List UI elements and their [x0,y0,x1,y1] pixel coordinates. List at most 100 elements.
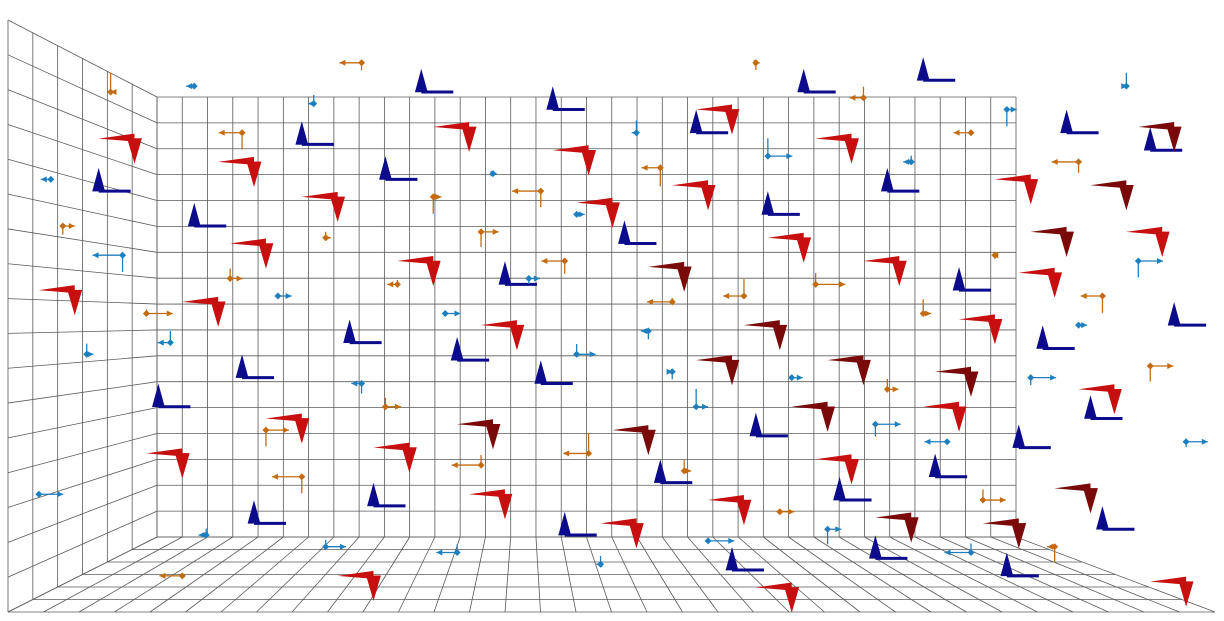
arrowhead [589,351,596,358]
diamond-marker [740,292,748,300]
diamond-marker [883,385,891,393]
arrowhead [666,368,673,375]
cone-marker [928,453,942,478]
diamond-marker [824,525,832,533]
flag-marker [923,401,960,410]
diamond-marker [1134,257,1142,265]
flag-marker [707,495,744,504]
diamond-marker [919,310,927,317]
cone-marker [343,319,356,343]
diamond-marker [573,210,581,218]
arrowhead [596,561,603,568]
cone-marker [558,511,572,536]
flag-marker [755,582,792,591]
diamond-marker [262,426,270,434]
flag-marker [648,261,685,270]
arrowhead [512,188,519,195]
arrowhead [788,508,795,515]
cone-marker [152,383,165,408]
cone-marker [414,68,428,93]
arrowhead [953,129,960,136]
cone-marker [1060,109,1073,134]
arrowhead [87,351,94,358]
cone-marker [833,476,846,501]
left-wall-gridline-horizontal [7,381,158,404]
cone-marker [1096,506,1109,530]
flag-marker [1078,384,1115,393]
arrowhead [92,252,99,259]
arrowhead [159,572,166,579]
diamond-marker [477,228,485,236]
diamond-marker [190,82,198,90]
diamond-marker [537,187,545,195]
diamond-marker [477,461,485,469]
chart-grid [7,19,1216,613]
arrowhead [894,421,901,428]
arrowhead [992,252,999,259]
arrowhead [796,374,803,381]
cone-marker [67,289,83,316]
cone-marker [1118,184,1134,211]
flag-marker [815,133,852,142]
diamond-marker [429,193,437,201]
diamond-marker [47,175,55,183]
left-wall-gridline-horizontal [7,19,158,98]
flag-marker [600,518,637,527]
flag-marker [1126,226,1163,235]
arrowhead [1167,362,1174,369]
left-wall-gridline-horizontal [7,263,158,279]
diamond-marker [322,543,330,551]
left-wall-gridline-horizontal [7,458,158,508]
flag-marker [1030,226,1067,235]
diamond-marker [59,222,67,230]
cone-marker [1084,395,1097,419]
cone-marker [916,57,930,81]
cone-marker [951,406,967,432]
cone-marker [987,319,1003,345]
flag-marker [337,570,374,579]
left-wall-gridline-horizontal [7,228,158,253]
arrowhead [723,293,730,300]
flag-marker [827,355,864,364]
diamond-marker [788,374,796,382]
flag-marker [612,425,649,434]
arrowhead [110,88,117,95]
diamond-marker [573,350,581,358]
flag-marker [229,238,266,247]
flag-marker [875,512,912,521]
left-wall-gridline-horizontal [7,158,158,201]
arrowhead [578,211,585,218]
diamond-marker [358,59,366,67]
diamond-marker [561,257,569,265]
series-blue_light [35,72,1208,568]
arrowhead [1047,543,1054,550]
cone-marker [294,418,310,444]
diamond-marker [1146,362,1154,370]
cone-marker [1107,388,1122,415]
flag-marker [994,174,1031,183]
left-wall-gridline-horizontal [7,484,158,543]
diamond-marker [1027,374,1035,382]
flag-marker [1090,180,1127,189]
arrowhead [198,532,205,539]
arrowhead [925,310,932,317]
arrowhead [68,223,75,230]
arrowhead [835,526,842,533]
arrowhead [271,473,278,480]
cone-marker [425,260,441,287]
arrowhead [451,462,458,469]
flag-marker [767,232,804,241]
diamond-marker [1075,158,1083,166]
arrowhead [435,193,442,200]
flag-marker [182,296,219,305]
arrowhead [454,310,461,317]
cone-marker [485,423,501,450]
cone-marker [379,156,392,180]
arrowhead [1121,83,1128,90]
cone-marker [891,260,907,287]
flag-marker [301,191,338,200]
arrowhead [308,100,315,107]
arrowhead [166,310,173,317]
cone-marker [844,458,859,485]
cone-marker [367,482,380,507]
